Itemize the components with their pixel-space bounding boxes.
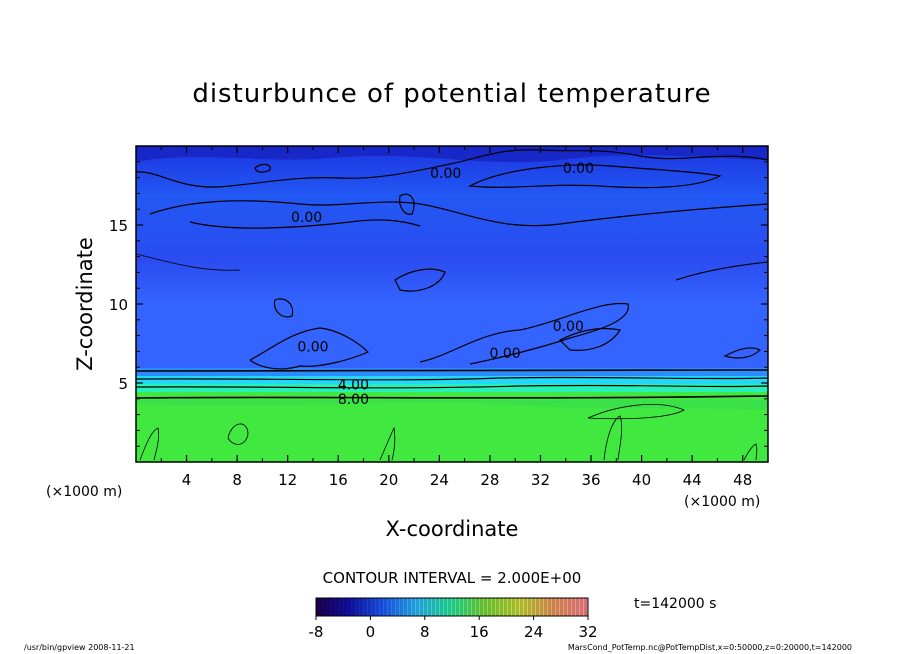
y-axis-label: Z-coordinate [73, 237, 97, 371]
x-unit-right: (×1000 m) [684, 494, 760, 510]
x-tick-label: 12 [278, 471, 297, 489]
y-axis: 5 10 15 [109, 161, 768, 447]
contour-line [249, 327, 370, 370]
x-tick-label: 16 [329, 471, 348, 489]
x-tick-label: 32 [531, 471, 550, 489]
field-dark-patch [136, 146, 768, 163]
contour-line [587, 404, 685, 420]
x-tick-label: 44 [683, 471, 702, 489]
colorbar-frame [315, 597, 589, 617]
colorbar: -8 0 8 16 24 32 [309, 597, 598, 641]
contour-line [149, 200, 768, 227]
contour-lines [136, 149, 768, 461]
contour-line [136, 253, 241, 271]
contour-line [136, 369, 768, 372]
contour-interval: CONTOUR INTERVAL = 2.000E+00 [323, 569, 582, 587]
field-upper [136, 146, 768, 372]
x-tick-label: 24 [430, 471, 449, 489]
contour-line [723, 347, 762, 359]
field-band-teal [136, 384, 768, 392]
colorbar-tick-label: 32 [578, 623, 597, 641]
contour-line [603, 415, 623, 461]
x-unit-left: (×1000 m) [46, 484, 122, 500]
contour-line [675, 261, 768, 281]
colorbar-ticks: -8 0 8 16 24 32 [309, 616, 598, 641]
x-tick-label: 8 [232, 471, 242, 489]
x-tick-label: 4 [182, 471, 192, 489]
contour-line [136, 395, 768, 399]
contour-label: 8.00 [338, 392, 369, 408]
contour-line [136, 149, 768, 188]
x-tick-label: 20 [379, 471, 398, 489]
x-tick-label: 48 [733, 471, 752, 489]
contour-line [136, 384, 768, 389]
contour-labels: 0.00 0.00 0.00 0.00 0.00 0.00 4.008.00 [291, 161, 594, 408]
contour-label: 0.00 [297, 340, 328, 356]
chart-title: disturbunce of potential temperature [192, 79, 711, 109]
contour-line [467, 164, 722, 189]
contour-line [394, 268, 446, 292]
contour-label: 0.00 [430, 166, 461, 182]
field-lower-shade [136, 400, 768, 410]
x-tick-label: 40 [632, 471, 651, 489]
x-axis: 4 8 12 16 20 24 28 32 36 40 44 48 [160, 146, 752, 489]
x-axis-label: X-coordinate [386, 517, 519, 541]
contour-line [136, 376, 768, 381]
contour-line [254, 163, 271, 173]
colorbar-tick-label: 0 [366, 623, 376, 641]
contour-line [558, 327, 621, 351]
time-stamp: t=142000 s [634, 596, 716, 612]
contour-line [419, 302, 629, 365]
field-band-cyan [136, 376, 768, 384]
x-tick-label: 28 [480, 471, 499, 489]
y-tick-label: 5 [118, 375, 128, 393]
contour-line [743, 443, 758, 461]
contour-line [273, 298, 294, 318]
contour-label: 4.00 [338, 378, 369, 394]
field-band-blue [136, 368, 768, 376]
contour-line [227, 423, 249, 445]
contour-line [379, 426, 396, 461]
colorbar-tick-label: 16 [470, 623, 489, 641]
colorbar-tick-label: 8 [420, 623, 430, 641]
y-tick-label: 15 [109, 217, 128, 235]
contour-label: 0.00 [563, 161, 594, 177]
footer-right: MarsCond_PotTemp.nc@PotTempDist,x=0:5000… [568, 643, 852, 652]
contour-line [399, 193, 415, 215]
contour-label: 0.00 [291, 210, 322, 226]
contour-label: 0.00 [490, 346, 521, 362]
colorbar-tick-label: -8 [309, 623, 324, 641]
y-tick-label: 10 [109, 296, 128, 314]
colorbar-stripes [316, 598, 588, 616]
footer-left: /usr/bin/gpview 2008-11-21 [24, 643, 135, 652]
plot-area [136, 146, 768, 462]
colorbar-tick-label: 24 [524, 623, 543, 641]
contour-label: 0.00 [553, 319, 584, 335]
contour-line [139, 427, 159, 461]
contour-line [189, 219, 421, 229]
x-tick-label: 36 [581, 471, 600, 489]
